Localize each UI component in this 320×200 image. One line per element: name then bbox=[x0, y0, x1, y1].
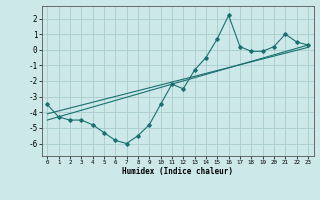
X-axis label: Humidex (Indice chaleur): Humidex (Indice chaleur) bbox=[122, 167, 233, 176]
